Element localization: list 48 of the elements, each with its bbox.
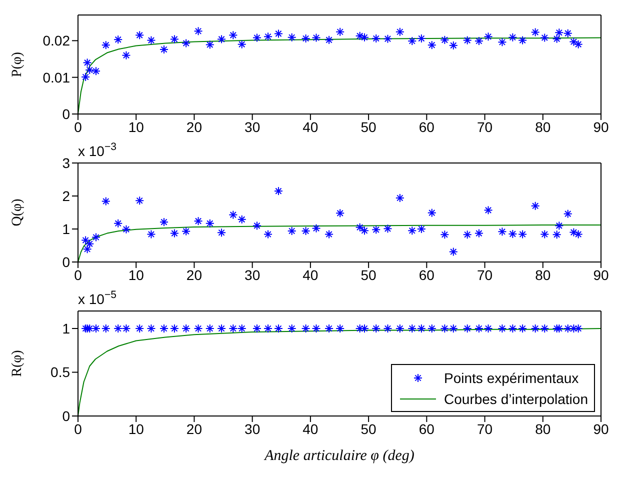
x-tick-label: 90 <box>593 420 609 437</box>
y-tick-label: 0.01 <box>42 69 70 86</box>
x-tick-label: 50 <box>360 118 377 135</box>
y-tick-label: 0 <box>62 408 70 424</box>
x-tick-label: 80 <box>535 420 551 437</box>
y-tick-label: 0.5 <box>50 364 70 380</box>
x-tick-label: 60 <box>418 118 435 135</box>
x-axis-title: Angle articulaire φ (deg) <box>264 448 414 464</box>
y-axis-title: P(φ) <box>10 52 25 78</box>
x-tick-label: 30 <box>244 266 260 283</box>
x-tick-label: 70 <box>476 420 493 437</box>
y-tick-label: 2 <box>62 188 70 204</box>
x-tick-label: 40 <box>302 118 318 135</box>
x-tick-label: 50 <box>360 266 377 283</box>
x-tick-label: 20 <box>186 118 202 135</box>
x-tick-label: 70 <box>476 118 493 135</box>
x-tick-label: 10 <box>128 118 144 135</box>
x-tick-label: 80 <box>535 266 551 283</box>
y-tick-label: 0.02 <box>42 32 70 49</box>
y-axis-title: R(φ) <box>10 350 25 377</box>
x-tick-label: 0 <box>74 420 82 437</box>
x-tick-label: 60 <box>418 266 435 283</box>
x-tick-label: 60 <box>418 420 435 437</box>
text: x 10$^{−3}$ <box>78 141 117 159</box>
y-tick-label: 0 <box>62 106 70 122</box>
x-tick-label: 30 <box>244 118 260 135</box>
text: x 10$^{−5}$ <box>78 289 117 307</box>
y-tick-label: 1 <box>62 220 70 237</box>
x-tick-label: 80 <box>535 118 551 135</box>
x-tick-label: 90 <box>593 266 609 283</box>
y-axis-title: Q(φ) <box>10 198 25 226</box>
x-tick-label: 20 <box>186 266 202 283</box>
x-tick-label: 30 <box>244 420 260 437</box>
x-tick-label: 70 <box>476 266 493 283</box>
x-tick-label: 10 <box>128 266 144 283</box>
x-tick-label: 20 <box>186 420 202 437</box>
x-tick-label: 0 <box>74 266 82 283</box>
legend-label: Points expérimentaux <box>444 370 579 386</box>
legend-label: Courbes d’interpolation <box>444 390 588 406</box>
x-tick-label: 40 <box>302 420 318 437</box>
y-tick-label: 3 <box>62 154 70 171</box>
y-tick-label: 0 <box>62 254 70 270</box>
x-tick-label: 10 <box>128 420 144 437</box>
x-tick-label: 90 <box>593 118 609 135</box>
x-tick-label: 40 <box>302 266 318 283</box>
x-tick-label: 0 <box>74 118 82 135</box>
x-tick-label: 50 <box>360 420 377 437</box>
y-tick-label: 1 <box>62 320 70 336</box>
